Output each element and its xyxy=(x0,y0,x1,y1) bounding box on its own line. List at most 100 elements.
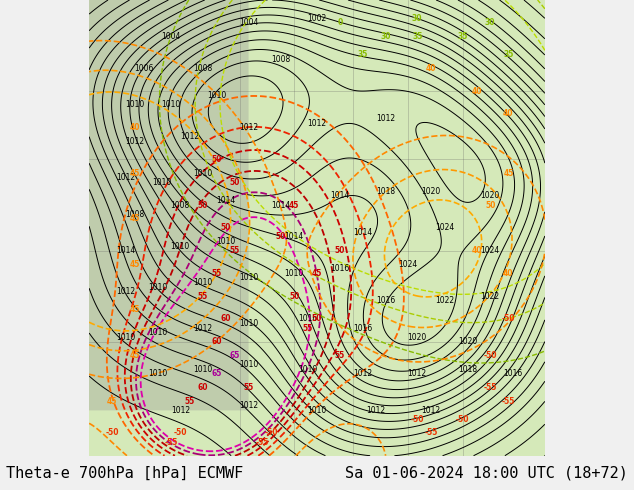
Text: 1004: 1004 xyxy=(162,32,181,41)
Text: 1010: 1010 xyxy=(148,283,167,292)
Text: 40: 40 xyxy=(129,123,140,132)
Text: -55: -55 xyxy=(501,396,515,406)
Text: 1010: 1010 xyxy=(239,360,258,369)
Text: 40: 40 xyxy=(503,109,514,119)
Text: 1014: 1014 xyxy=(330,192,349,200)
Text: 50: 50 xyxy=(485,200,495,210)
Text: 55: 55 xyxy=(335,351,345,360)
Text: 1014: 1014 xyxy=(285,232,304,242)
Text: 1010: 1010 xyxy=(148,369,167,378)
Text: 1020: 1020 xyxy=(458,337,477,346)
Text: 0: 0 xyxy=(337,18,342,27)
Text: 1012: 1012 xyxy=(239,123,258,132)
Text: 1018: 1018 xyxy=(458,365,477,373)
Text: 1010: 1010 xyxy=(171,242,190,250)
Text: 1010: 1010 xyxy=(298,365,318,373)
Text: 55: 55 xyxy=(230,246,240,255)
Text: 40: 40 xyxy=(471,246,482,255)
Text: 1024: 1024 xyxy=(399,260,418,269)
Text: 65: 65 xyxy=(212,369,222,378)
Text: 1020: 1020 xyxy=(422,187,441,196)
Text: 50: 50 xyxy=(212,155,222,164)
Text: 40: 40 xyxy=(471,87,482,96)
Text: 30: 30 xyxy=(412,14,422,23)
Text: 1012: 1012 xyxy=(116,287,135,296)
Text: 1010: 1010 xyxy=(193,169,212,178)
Text: 1016: 1016 xyxy=(298,315,318,323)
Text: 1008: 1008 xyxy=(125,210,145,219)
Text: 1012: 1012 xyxy=(116,173,135,182)
Text: 1014: 1014 xyxy=(116,246,135,255)
Text: 45: 45 xyxy=(129,351,140,360)
Text: 1006: 1006 xyxy=(134,64,153,73)
Text: 1010: 1010 xyxy=(207,91,226,100)
Text: 1016: 1016 xyxy=(353,323,372,333)
Text: -50: -50 xyxy=(456,415,470,424)
Text: 40: 40 xyxy=(425,64,436,73)
Text: 1010: 1010 xyxy=(216,237,235,246)
Text: -50: -50 xyxy=(483,351,497,360)
Text: 1020: 1020 xyxy=(481,192,500,200)
Text: 50: 50 xyxy=(289,292,299,301)
Text: 60: 60 xyxy=(221,315,231,323)
Text: 55: 55 xyxy=(303,323,313,333)
Text: 1012: 1012 xyxy=(125,137,145,146)
Text: 1010: 1010 xyxy=(193,365,212,373)
Text: 50: 50 xyxy=(335,246,345,255)
Text: 50: 50 xyxy=(198,200,208,210)
Text: 35: 35 xyxy=(458,32,468,41)
Text: -50: -50 xyxy=(264,428,278,438)
Text: 45: 45 xyxy=(129,214,140,223)
Text: 45: 45 xyxy=(107,396,117,406)
Text: Theta-e 700hPa [hPa] ECMWF: Theta-e 700hPa [hPa] ECMWF xyxy=(6,466,243,480)
Text: 45: 45 xyxy=(289,200,299,210)
Text: 35: 35 xyxy=(358,50,368,59)
Text: 1008: 1008 xyxy=(171,200,190,210)
Text: 1012: 1012 xyxy=(376,114,395,123)
Text: 1012: 1012 xyxy=(408,369,427,378)
Text: 65: 65 xyxy=(230,351,240,360)
Text: 1008: 1008 xyxy=(193,64,212,73)
Text: 35: 35 xyxy=(412,32,422,41)
Text: 1014: 1014 xyxy=(271,200,290,210)
Text: 1010: 1010 xyxy=(148,328,167,337)
Text: 35: 35 xyxy=(503,50,514,59)
Text: 60: 60 xyxy=(212,337,222,346)
Text: 55: 55 xyxy=(198,292,208,301)
Text: Sa 01-06-2024 18:00 UTC (18+72): Sa 01-06-2024 18:00 UTC (18+72) xyxy=(345,466,628,480)
Text: 60: 60 xyxy=(198,383,209,392)
Text: 1008: 1008 xyxy=(271,55,290,64)
Text: 1010: 1010 xyxy=(307,406,327,415)
Text: 30: 30 xyxy=(380,32,391,41)
Text: 1010: 1010 xyxy=(116,333,135,342)
Text: 1020: 1020 xyxy=(408,333,427,342)
Text: -55: -55 xyxy=(256,438,269,446)
Text: 1024: 1024 xyxy=(481,246,500,255)
Text: -55: -55 xyxy=(484,383,497,392)
Text: 50: 50 xyxy=(221,223,231,232)
Text: 1004: 1004 xyxy=(239,18,258,27)
Text: -50: -50 xyxy=(174,428,187,438)
Text: 55: 55 xyxy=(184,396,195,406)
Text: 1012: 1012 xyxy=(422,406,441,415)
Text: 1002: 1002 xyxy=(307,14,327,23)
Text: -50: -50 xyxy=(410,415,424,424)
Text: 1012: 1012 xyxy=(171,406,190,415)
Text: 50: 50 xyxy=(312,315,322,323)
Text: 1010: 1010 xyxy=(162,100,181,109)
Text: 1014: 1014 xyxy=(353,228,372,237)
Text: 55: 55 xyxy=(243,383,254,392)
Text: -50: -50 xyxy=(501,315,515,323)
Text: 1010: 1010 xyxy=(152,178,172,187)
Text: 1022: 1022 xyxy=(435,296,454,305)
Text: 1012: 1012 xyxy=(353,369,372,378)
Text: 1014: 1014 xyxy=(216,196,235,205)
Text: 1012: 1012 xyxy=(239,401,258,410)
Text: -55: -55 xyxy=(164,438,178,446)
Text: 1010: 1010 xyxy=(193,278,212,287)
Text: 1016: 1016 xyxy=(503,369,522,378)
Text: 1016: 1016 xyxy=(330,265,349,273)
Text: 40: 40 xyxy=(503,269,514,278)
Text: 1022: 1022 xyxy=(481,292,500,301)
Text: 45: 45 xyxy=(129,260,140,269)
